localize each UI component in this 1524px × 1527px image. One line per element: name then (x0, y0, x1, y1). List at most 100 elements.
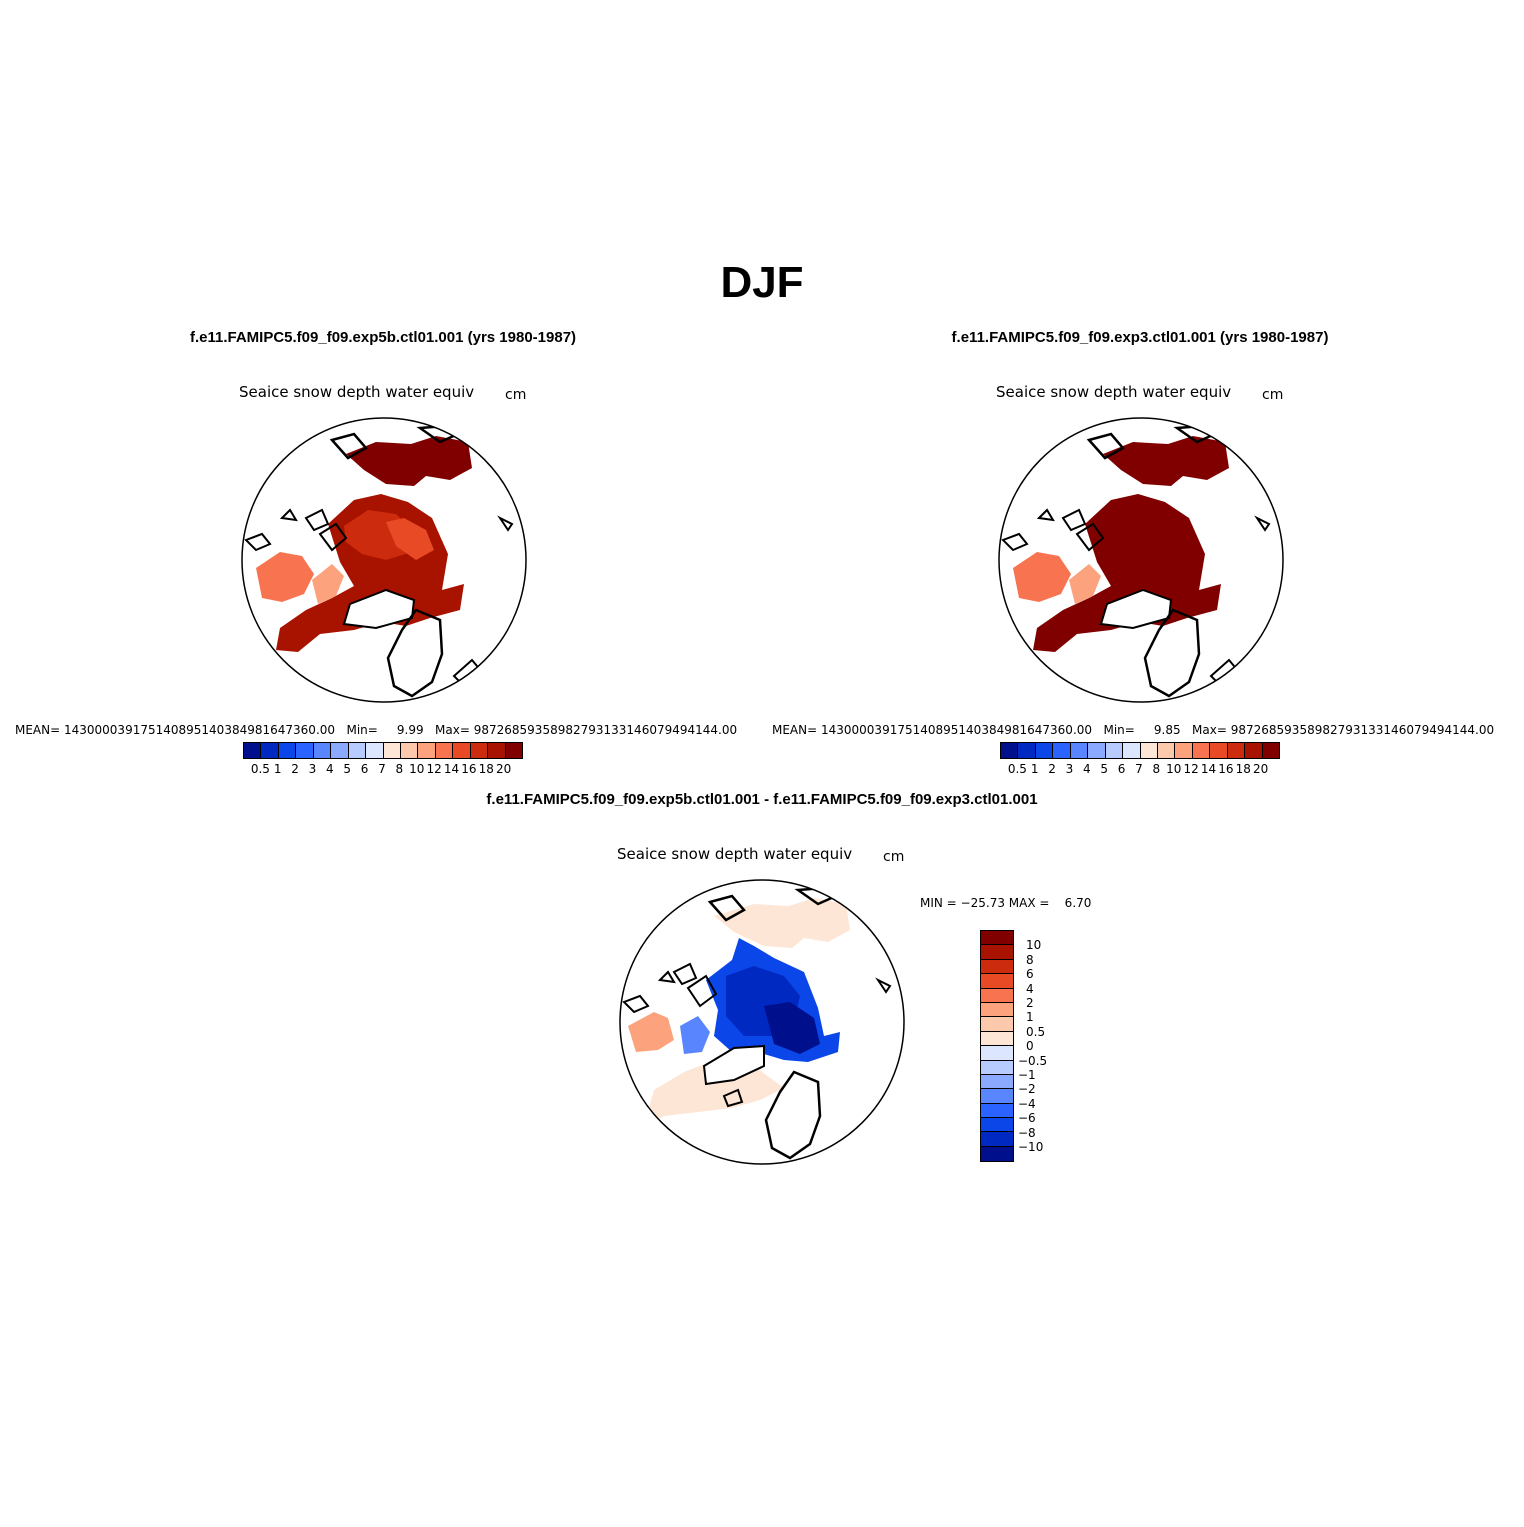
panel-1-units: cm (505, 387, 527, 403)
panel-2-ice-central (1033, 494, 1221, 652)
colorbar-swatch (981, 988, 1013, 1003)
colorbar-swatch (261, 743, 279, 758)
colorbar-swatch (981, 1002, 1013, 1018)
colorbar-tick-label: 0.5 (1026, 1024, 1046, 1039)
colorbar-swatch (470, 743, 489, 758)
colorbar-swatch (488, 743, 506, 758)
colorbar-tick-label: 10 (1026, 938, 1042, 953)
panel-2-units: cm (1262, 387, 1284, 403)
colorbar-tick-label: 8 (1026, 952, 1034, 967)
colorbar-tick-label: 16 (1218, 762, 1234, 776)
colorbar-swatch (1123, 743, 1141, 758)
colorbar-swatch (348, 743, 367, 758)
panel-2-colorbar (1000, 742, 1280, 759)
panel-1-ice-greenland (346, 436, 472, 486)
panel-1-stats: MEAN= 143000039175140895140384981647360.… (15, 723, 738, 737)
colorbar-tick-label: 16 (461, 762, 477, 776)
panel-1-colorbar (243, 742, 523, 759)
colorbar-tick-label: 2 (1026, 996, 1034, 1010)
colorbar-tick-label: 14 (443, 762, 460, 776)
panel-2-variable: Seaice snow depth water equiv (996, 383, 1232, 401)
colorbar-tick-label: 20 (1252, 762, 1269, 776)
colorbar-swatch (1070, 743, 1089, 758)
colorbar-tick-label: 10 (1166, 762, 1182, 776)
colorbar-swatch (1053, 743, 1071, 758)
panel-2-title: f.e11.FAMIPC5.f09_f09.exp3.ctl01.001 (yr… (951, 329, 1329, 346)
colorbar-tick-label: 12 (1183, 762, 1199, 776)
colorbar-tick-label: 7 (1135, 762, 1143, 776)
panel-1-map-border (241, 417, 527, 703)
diff-ice-hudson (628, 1012, 674, 1052)
colorbar-swatch (981, 1060, 1013, 1075)
diff-panel-variable: Seaice snow depth water equiv (617, 845, 853, 863)
colorbar-swatch (435, 743, 454, 758)
panel-1-title: f.e11.FAMIPC5.f09_f09.exp5b.ctl01.001 (y… (189, 329, 577, 346)
colorbar-tick-label: −8 (1018, 1125, 1036, 1140)
colorbar-tick-label: 18 (1235, 762, 1251, 776)
diff-panel-polar-map (619, 879, 905, 1165)
colorbar-swatch (278, 743, 297, 758)
colorbar-tick-label: −2 (1018, 1082, 1036, 1097)
colorbar-tick-label: 4 (1083, 762, 1091, 776)
colorbar-swatch (1262, 743, 1279, 758)
colorbar-swatch (1175, 743, 1193, 758)
colorbar-swatch (981, 1046, 1013, 1061)
colorbar-tick-label: 0.5 (250, 762, 270, 776)
colorbar-tick-label: 8 (395, 762, 404, 776)
colorbar-tick-label: 6 (1117, 762, 1126, 776)
colorbar-tick-label: 20 (495, 762, 512, 776)
colorbar-swatch (313, 743, 332, 758)
colorbar-swatch (1210, 743, 1228, 758)
colorbar-tick-label: 5 (1100, 762, 1109, 776)
colorbar-tick-label: 3 (1065, 762, 1074, 776)
colorbar-swatch (418, 743, 436, 758)
colorbar-swatch (981, 945, 1013, 960)
diff-panel-units: cm (883, 849, 905, 865)
colorbar-tick-label: 2 (1048, 762, 1056, 776)
diff-panel-title: f.e11.FAMIPC5.f09_f09.exp5b.ctl01.001 - … (486, 791, 1038, 808)
colorbar-swatch (383, 743, 401, 758)
diff-ice-greenland (714, 898, 850, 948)
diff-ice-margin (644, 1062, 784, 1126)
colorbar-swatch (1140, 743, 1158, 758)
colorbar-swatch (981, 974, 1013, 989)
colorbar-swatch (453, 743, 471, 758)
colorbar-tick-label: 5 (343, 762, 352, 776)
colorbar-tick-label: 2 (291, 762, 299, 776)
colorbar-tick-label: 14 (1200, 762, 1217, 776)
colorbar-tick-label: 18 (478, 762, 494, 776)
colorbar-tick-label: 3 (308, 762, 317, 776)
colorbar-tick-label: 1 (1026, 1010, 1034, 1025)
colorbar-swatch (296, 743, 314, 758)
panel-1-ice-hudson (256, 552, 314, 602)
panel-2-map-border (998, 417, 1284, 703)
colorbar-tick-label: −4 (1018, 1096, 1036, 1111)
panel-1-polar-map (241, 417, 527, 703)
colorbar-swatch (981, 1089, 1013, 1104)
colorbar-swatch (981, 1031, 1013, 1047)
colorbar-tick-label: 8 (1152, 762, 1161, 776)
colorbar-swatch (981, 1103, 1013, 1119)
panel-2-polar-map (998, 417, 1284, 703)
panel-2-ice-hudson (1013, 552, 1071, 602)
colorbar-tick-label: 6 (1026, 967, 1034, 982)
panel-2-stats: MEAN= 143000039175140895140384981647360.… (772, 723, 1495, 737)
page-title: DJF (720, 258, 804, 307)
colorbar-tick-label: −10 (1018, 1140, 1044, 1154)
colorbar-swatch (981, 1132, 1013, 1147)
colorbar-tick-label: −6 (1018, 1111, 1036, 1126)
diff-panel-colorbar-labels: 10 8 6 4 2 1 0.5 0 −0.5 −1 −2 −4 −6 −8 −10 (1018, 930, 1078, 1170)
colorbar-tick-label: 10 (409, 762, 425, 776)
panel-2-ice-greenland (1103, 436, 1229, 486)
colorbar-swatch (1088, 743, 1106, 758)
diff-ice-deep (764, 1002, 820, 1054)
colorbar-tick-label: −1 (1018, 1068, 1036, 1082)
colorbar-swatch (981, 1118, 1013, 1133)
colorbar-tick-label: 1 (273, 762, 282, 776)
diff-ice-baffin (680, 1016, 710, 1054)
colorbar-swatch (981, 1074, 1013, 1090)
panel-1-ice-patch-2 (386, 518, 434, 560)
panel-1-variable: Seaice snow depth water equiv (239, 383, 475, 401)
colorbar-swatch (1227, 743, 1246, 758)
colorbar-swatch (1157, 743, 1176, 758)
